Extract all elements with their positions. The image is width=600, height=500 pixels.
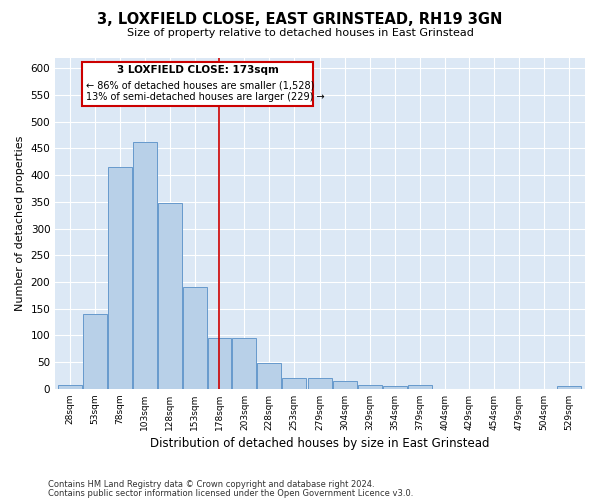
Bar [232,338,256,389]
Text: Size of property relative to detached houses in East Grinstead: Size of property relative to detached ho… [127,28,473,38]
Bar [257,363,281,389]
Bar [133,142,157,389]
Bar [208,338,232,389]
Y-axis label: Number of detached properties: Number of detached properties [15,136,25,311]
Bar [58,384,82,389]
Bar [557,386,581,389]
Bar [358,384,382,389]
Bar [182,288,206,389]
Bar [282,378,306,389]
Text: ← 86% of detached houses are smaller (1,528): ← 86% of detached houses are smaller (1,… [86,80,314,90]
Text: Contains public sector information licensed under the Open Government Licence v3: Contains public sector information licen… [48,488,413,498]
Text: 3, LOXFIELD CLOSE, EAST GRINSTEAD, RH19 3GN: 3, LOXFIELD CLOSE, EAST GRINSTEAD, RH19 … [97,12,503,28]
Bar [83,314,107,389]
X-axis label: Distribution of detached houses by size in East Grinstead: Distribution of detached houses by size … [151,437,490,450]
Text: Contains HM Land Registry data © Crown copyright and database right 2024.: Contains HM Land Registry data © Crown c… [48,480,374,489]
Bar [308,378,332,389]
Text: 3 LOXFIELD CLOSE: 173sqm: 3 LOXFIELD CLOSE: 173sqm [116,65,278,75]
Bar [108,167,132,389]
FancyBboxPatch shape [82,62,313,106]
Bar [333,381,357,389]
Bar [408,384,431,389]
Bar [383,386,407,389]
Bar [158,203,182,389]
Text: 13% of semi-detached houses are larger (229) →: 13% of semi-detached houses are larger (… [86,92,325,102]
